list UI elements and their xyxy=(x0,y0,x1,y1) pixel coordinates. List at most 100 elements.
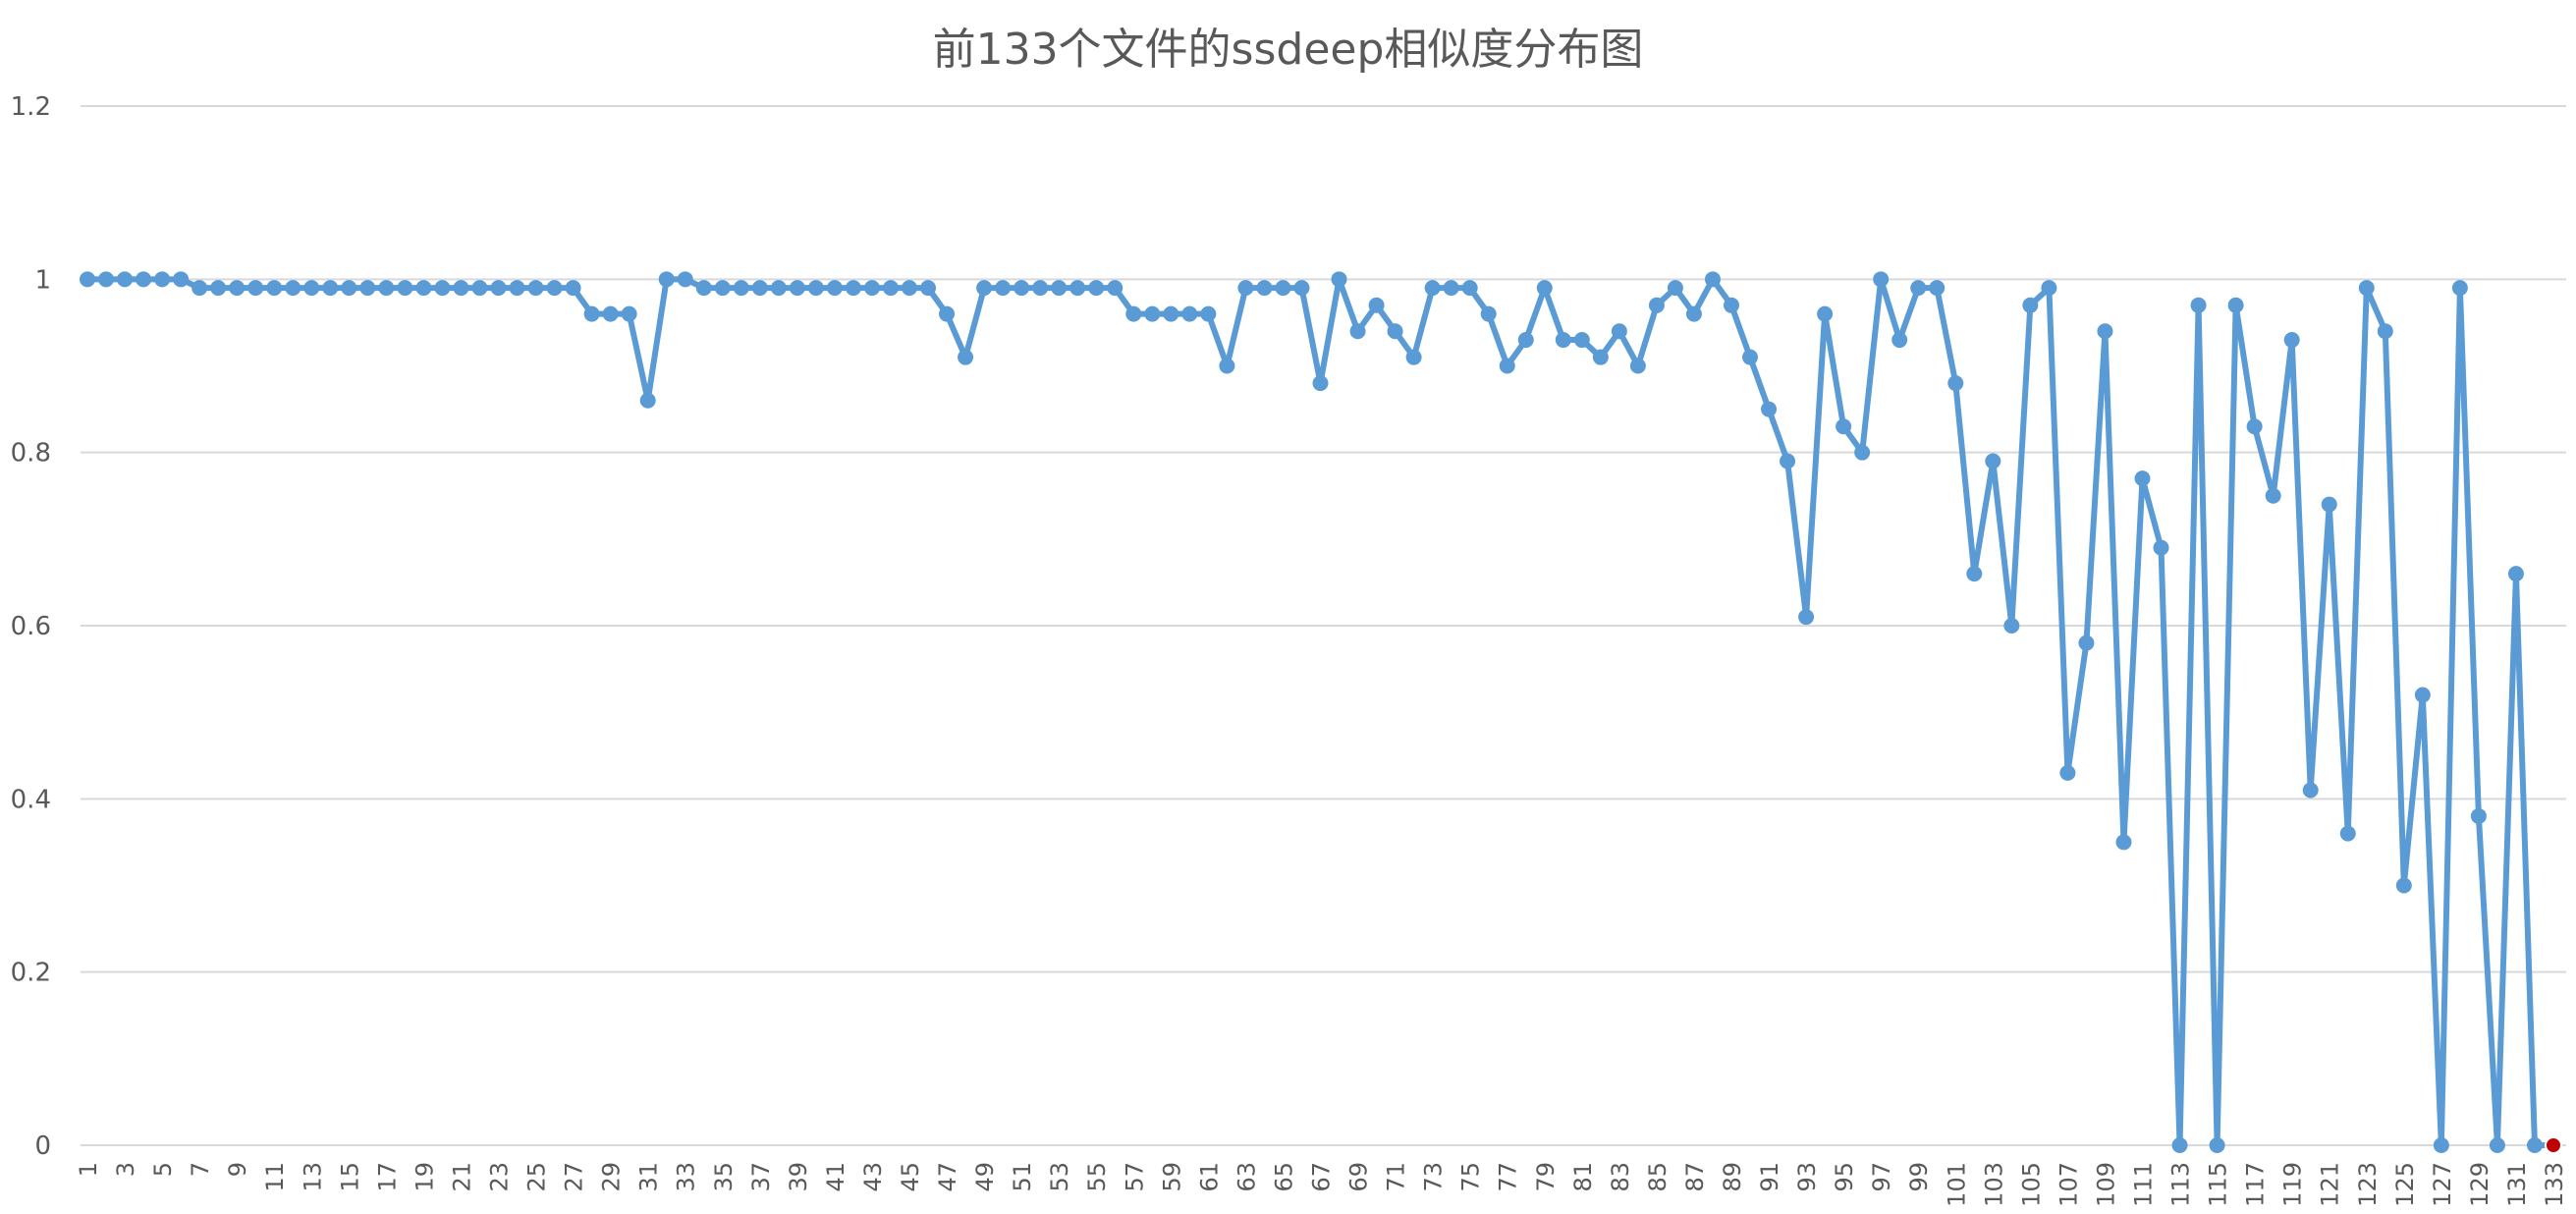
x-tick-label: 97 xyxy=(1868,1162,1895,1192)
data-point xyxy=(2490,1137,2505,1153)
data-point xyxy=(415,280,431,296)
data-point xyxy=(397,280,412,296)
data-point xyxy=(266,280,282,296)
data-point xyxy=(1836,418,1851,434)
data-point xyxy=(2359,280,2375,296)
data-point xyxy=(678,271,693,287)
x-tick-label: 107 xyxy=(2055,1162,2082,1207)
data-point xyxy=(453,280,468,296)
data-point xyxy=(1219,359,1234,374)
data-point xyxy=(1163,306,1178,322)
x-tick-label: 7 xyxy=(187,1162,214,1177)
x-tick-label: 3 xyxy=(112,1162,139,1177)
x-tick-label: 11 xyxy=(261,1162,289,1192)
x-tick-label: 63 xyxy=(1233,1162,1260,1192)
data-point xyxy=(2247,418,2263,434)
x-tick-label: 93 xyxy=(1793,1162,1821,1192)
data-point xyxy=(1668,280,1683,296)
x-tick-label: 25 xyxy=(523,1162,551,1192)
data-point xyxy=(547,280,563,296)
data-point xyxy=(2378,323,2393,339)
data-point xyxy=(864,280,880,296)
data-point xyxy=(2115,834,2131,850)
data-point xyxy=(1332,271,1347,287)
x-tick-label: 87 xyxy=(1681,1162,1709,1192)
x-tick-label: 117 xyxy=(2242,1162,2270,1207)
data-point xyxy=(1313,375,1329,391)
data-point xyxy=(1518,332,1534,348)
data-point xyxy=(2415,688,2431,703)
data-point xyxy=(1144,306,1160,322)
data-point xyxy=(1891,332,1907,348)
y-tick-label: 1 xyxy=(34,265,51,295)
data-point xyxy=(173,271,189,287)
x-tick-label: 55 xyxy=(1083,1162,1111,1192)
data-point xyxy=(1705,271,1721,287)
data-point xyxy=(1742,350,1758,365)
x-tick-label: 119 xyxy=(2279,1162,2307,1207)
x-tick-label: 1 xyxy=(75,1162,102,1177)
data-point xyxy=(640,393,656,409)
data-point xyxy=(2266,488,2281,504)
x-tick-label: 49 xyxy=(971,1162,999,1192)
data-point xyxy=(192,280,207,296)
data-point xyxy=(2191,298,2207,313)
x-tick-label: 109 xyxy=(2092,1162,2119,1207)
data-point xyxy=(1574,332,1590,348)
data-point xyxy=(1200,306,1216,322)
data-point xyxy=(1500,359,1515,374)
y-tick-label: 0.4 xyxy=(11,785,51,814)
x-tick-label: 15 xyxy=(336,1162,363,1192)
data-point xyxy=(1929,280,1945,296)
data-point xyxy=(1462,280,1478,296)
data-point xyxy=(210,280,226,296)
x-tick-label: 127 xyxy=(2429,1162,2456,1207)
x-tick-label: 45 xyxy=(897,1162,924,1192)
data-point xyxy=(1817,306,1833,322)
data-point xyxy=(659,271,675,287)
x-tick-label: 17 xyxy=(373,1162,401,1192)
x-tick-label: 31 xyxy=(635,1162,663,1192)
data-point xyxy=(1275,280,1290,296)
x-tick-label: 67 xyxy=(1308,1162,1336,1192)
x-tick-label: 9 xyxy=(224,1162,251,1177)
data-point xyxy=(2228,298,2244,313)
x-tick-label: 105 xyxy=(2017,1162,2045,1207)
y-tick-label: 0 xyxy=(34,1131,51,1161)
x-tick-label: 41 xyxy=(822,1162,850,1192)
series-line xyxy=(87,279,2553,1145)
data-point xyxy=(1761,402,1777,417)
data-point xyxy=(528,280,544,296)
x-tick-label: 53 xyxy=(1046,1162,1073,1192)
data-point xyxy=(584,306,600,322)
data-point xyxy=(1069,280,1085,296)
data-point xyxy=(491,280,507,296)
data-point xyxy=(2471,808,2487,824)
data-point xyxy=(2527,1137,2543,1153)
data-point xyxy=(2303,783,2319,799)
x-tick-label: 5 xyxy=(149,1162,177,1177)
data-point xyxy=(808,280,824,296)
data-point xyxy=(1237,280,1253,296)
x-tick-label: 101 xyxy=(1943,1162,1970,1207)
data-point xyxy=(1350,323,1366,339)
data-point xyxy=(2452,280,2468,296)
x-tick-label: 125 xyxy=(2391,1162,2419,1207)
data-point xyxy=(752,280,768,296)
x-tick-label: 103 xyxy=(1980,1162,2007,1207)
x-tick-label: 59 xyxy=(1158,1162,1185,1192)
data-point xyxy=(1724,298,1739,313)
data-point xyxy=(2322,497,2337,513)
data-point xyxy=(2154,540,2169,556)
data-point xyxy=(976,280,992,296)
x-tick-label: 33 xyxy=(673,1162,700,1192)
data-point xyxy=(2508,566,2524,581)
data-point xyxy=(80,271,95,287)
data-point xyxy=(902,280,917,296)
data-point xyxy=(136,271,151,287)
data-point xyxy=(1649,298,1665,313)
data-point xyxy=(2078,635,2094,651)
x-tick-label: 35 xyxy=(710,1162,738,1192)
x-tick-label: 133 xyxy=(2541,1162,2568,1207)
